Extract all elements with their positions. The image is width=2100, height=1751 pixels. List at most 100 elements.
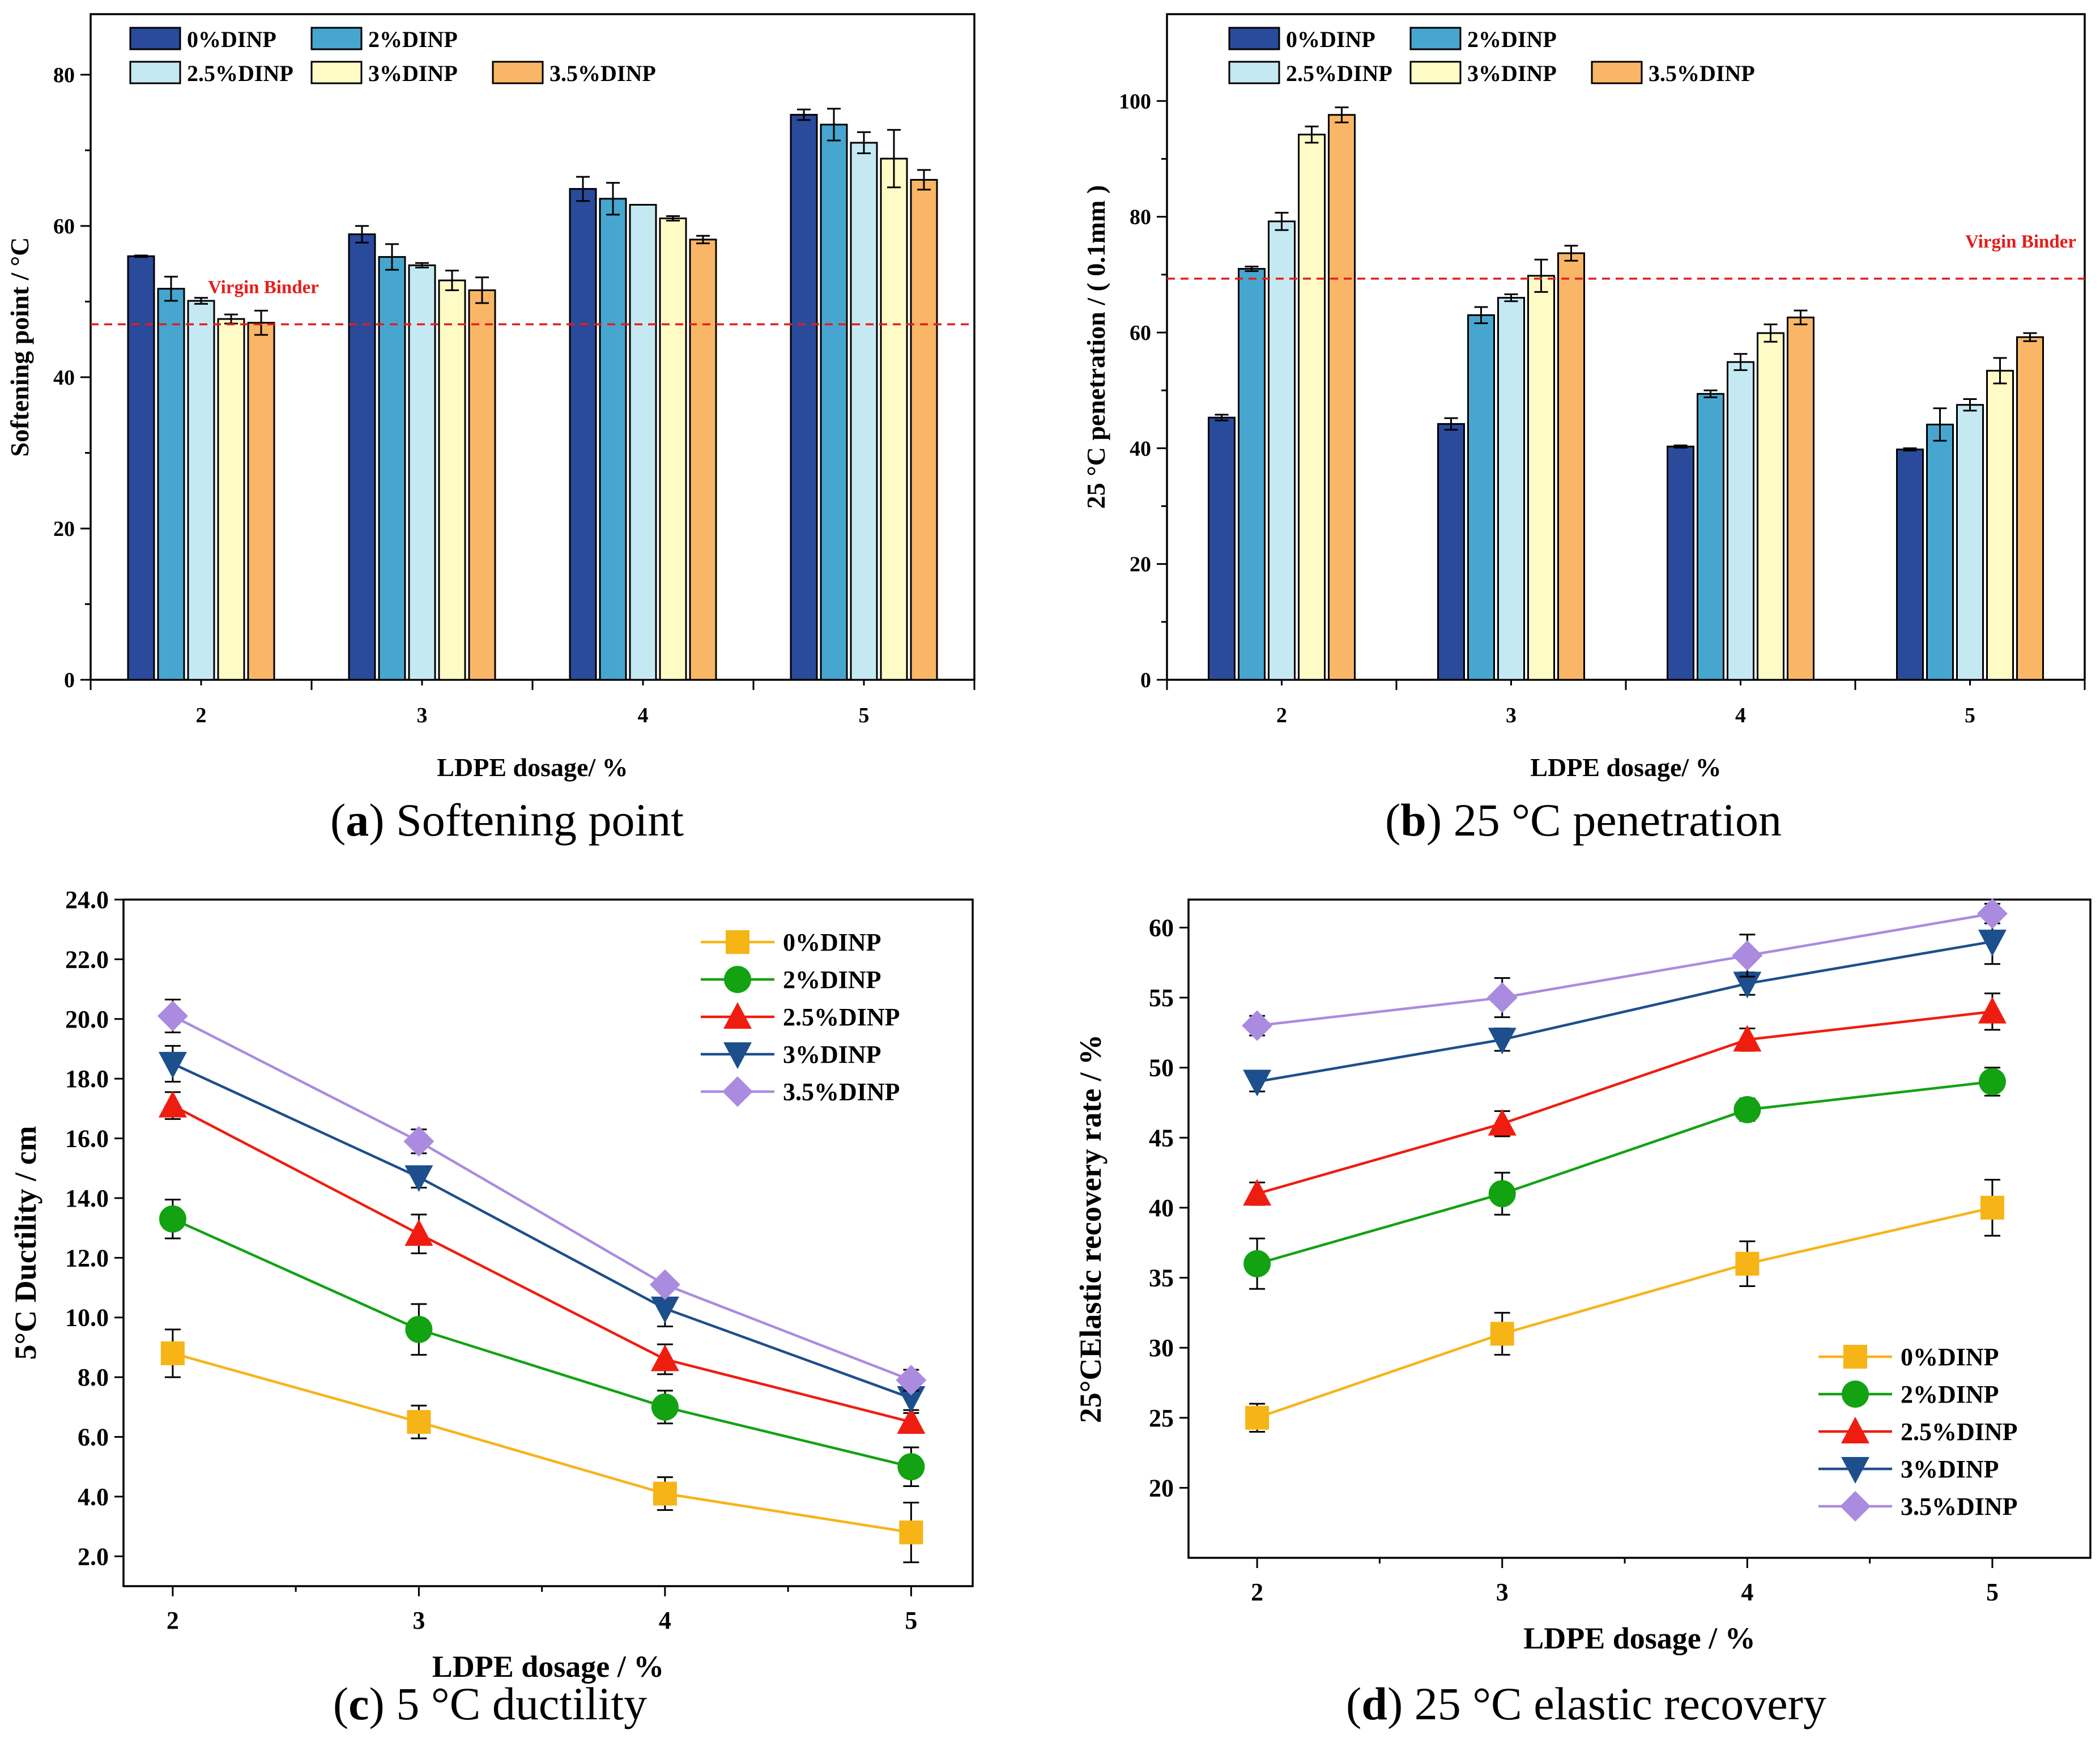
bar — [659, 218, 687, 681]
bar — [820, 123, 848, 681]
series-2.5%DINP — [158, 1090, 926, 1434]
error-bar — [887, 129, 901, 189]
series-3.5%DINP — [1242, 898, 2008, 1041]
bar — [1208, 416, 1236, 681]
series-line — [1256, 1080, 1993, 1265]
legend-label: 0%DINP — [187, 27, 276, 52]
panel-caption-b: (b) 25 °C penetration — [1385, 794, 1782, 846]
legend-label: 3%DINP — [1901, 1455, 1999, 1483]
caption-paren-close: ) — [369, 1678, 385, 1729]
x-axis-title: LDPE dosage / % — [432, 1650, 664, 1684]
legend-label: 2.5%DINP — [1286, 61, 1392, 86]
error-bar — [1564, 245, 1578, 262]
y-tick-label: 16.0 — [65, 1125, 109, 1153]
data-point — [158, 1090, 187, 1118]
series-3.5%DINP — [157, 999, 927, 1396]
caption-text: 25 °C elastic recovery — [1403, 1678, 1826, 1729]
data-point — [1490, 1322, 1514, 1346]
data-point — [158, 1051, 187, 1079]
error-bar — [1764, 323, 1778, 343]
series-line — [1256, 912, 1993, 1027]
x-tick-label: 2 — [167, 1607, 179, 1634]
caption-paren-open: ( — [333, 1678, 348, 1729]
y-tick-label: 20 — [1149, 1474, 1174, 1502]
x-tick-label: 3 — [417, 704, 428, 727]
bar — [408, 264, 436, 681]
error-bar — [355, 225, 369, 244]
y-axis-title: 25°CElastic recovery rate / % — [1074, 1034, 1107, 1423]
error-bar — [696, 235, 710, 245]
bar — [880, 157, 908, 681]
data-point — [403, 1126, 435, 1157]
x-axis-title: LDPE dosage / % — [1523, 1621, 1756, 1655]
caption-paren-close: ) — [1387, 1678, 1403, 1729]
bar — [910, 178, 938, 681]
error-bar — [1245, 265, 1259, 272]
data-point — [1733, 1096, 1761, 1123]
caption-letter: a — [346, 794, 369, 846]
x-tick-label: 2 — [196, 704, 207, 727]
error-bar — [1305, 125, 1319, 144]
error-bar — [1933, 407, 1947, 442]
series-line — [1256, 1206, 1993, 1419]
legend-label: 3.5%DINP — [783, 1078, 900, 1106]
legend-marker — [724, 966, 751, 993]
x-tick-label: 3 — [1496, 1578, 1509, 1606]
data-point — [650, 1296, 679, 1323]
y-tick-label: 8.0 — [78, 1364, 109, 1391]
legend-label: 2%DINP — [783, 966, 881, 994]
data-point — [1980, 1195, 2004, 1220]
bar — [1727, 361, 1754, 681]
y-tick-label: 60 — [53, 215, 75, 238]
data-point — [1488, 1109, 1517, 1136]
data-point — [1978, 1068, 2006, 1096]
data-point — [1978, 930, 2007, 957]
legend-swatch — [1409, 61, 1462, 84]
legend: 0%DINP 2%DINP 2.5%DINP 3%DINP 3.5%DINP — [129, 27, 656, 86]
bar — [1467, 314, 1495, 681]
error-bar — [254, 309, 268, 336]
y-tick-label: 0 — [1140, 668, 1151, 692]
legend-marker — [1842, 1381, 1869, 1408]
error-bar — [1275, 211, 1289, 231]
y-tick-label: 10.0 — [65, 1304, 109, 1332]
x-axis-title: LDPE dosage/ % — [1530, 753, 1721, 782]
data-point — [651, 1393, 679, 1421]
legend-swatch — [129, 27, 181, 50]
x-tick-label: 2 — [1251, 1578, 1263, 1606]
bar — [1497, 297, 1525, 681]
x-tick-label: 5 — [1965, 704, 1975, 727]
series-line — [1256, 940, 1993, 1083]
y-axis-title: 25 °C penetration / ( 0.1mm ) — [1081, 185, 1110, 509]
error-bar — [1474, 306, 1488, 325]
chart-panel-c: 2.0 4.0 6.0 8.0 10.0 12.0 14.0 16.0 18.0 20.0 22.0… — [8, 886, 974, 1684]
y-tick-label: 55 — [1149, 984, 1174, 1012]
legend-marker — [1841, 1417, 1869, 1443]
data-point — [1733, 972, 1762, 999]
bar — [187, 300, 215, 681]
caption-text: 5 °C ductility — [385, 1678, 647, 1729]
series-line — [172, 1352, 911, 1534]
series-3%DINP — [158, 1045, 926, 1413]
y-tick-label: 20 — [53, 517, 75, 541]
legend-label: 0%DINP — [1901, 1343, 1999, 1371]
y-tick-label: 12.0 — [65, 1244, 109, 1272]
legend-marker — [726, 930, 749, 954]
data-point — [1486, 982, 1518, 1013]
series-line — [172, 1104, 911, 1424]
data-point — [896, 1365, 927, 1396]
x-tick-label: 5 — [1986, 1578, 1999, 1606]
x-tick-label: 3 — [1506, 704, 1517, 727]
y-tick-label: 100 — [1119, 90, 1151, 113]
series-3%DINP — [1243, 918, 2007, 1097]
x-axis-title: LDPE dosage/ % — [437, 753, 628, 782]
error-bar — [917, 169, 931, 191]
caption-letter: c — [348, 1678, 369, 1729]
chart-panel-b: 0 20 40 60 80 100 2 3 4 5 Virgin Binder 0%DINP 2%DIN… — [1081, 13, 2086, 782]
error-bar — [1215, 414, 1229, 421]
caption-paren-open: ( — [1385, 794, 1400, 846]
data-point — [1488, 1028, 1517, 1055]
caption-letter: d — [1361, 1678, 1387, 1729]
